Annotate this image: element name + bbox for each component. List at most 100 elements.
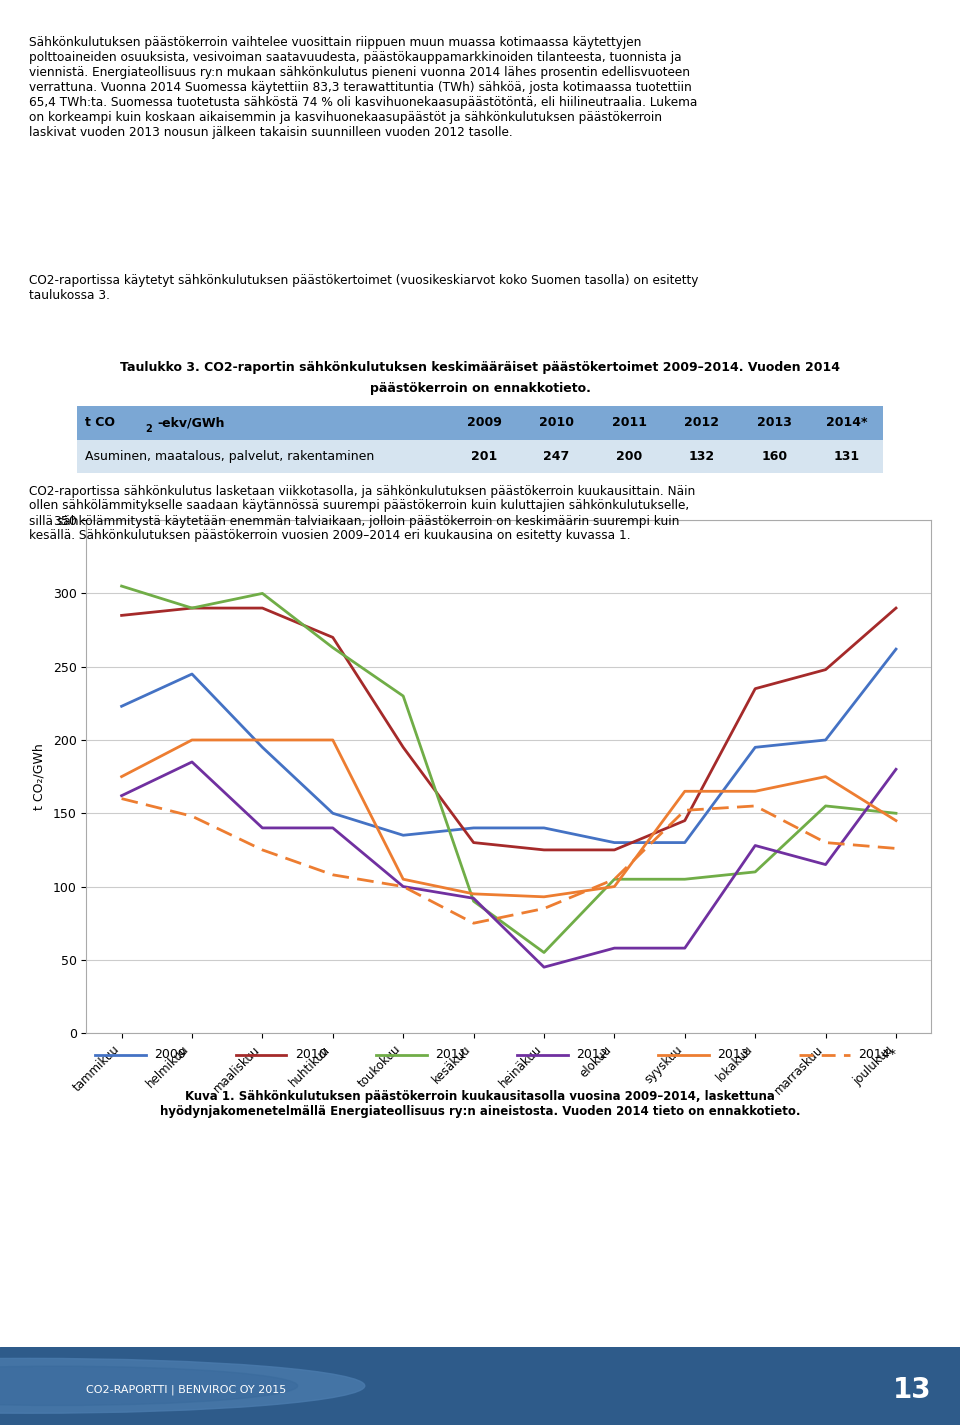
2011 [890, 805, 901, 822]
Line: 2010: 2010 [122, 608, 896, 849]
2014* [186, 808, 198, 825]
2014* [468, 915, 479, 932]
Text: t CO: t CO [84, 416, 115, 429]
2012 [750, 836, 761, 854]
Text: 131: 131 [834, 450, 860, 463]
2014* [116, 789, 128, 807]
2014* [397, 878, 409, 895]
2013 [468, 885, 479, 902]
Circle shape [0, 1358, 365, 1414]
2012 [820, 856, 831, 874]
2011 [609, 871, 620, 888]
2009 [609, 834, 620, 851]
2009 [186, 665, 198, 683]
Text: 2011: 2011 [436, 1047, 468, 1062]
2011 [256, 584, 268, 601]
2009 [539, 819, 550, 836]
2010 [679, 812, 690, 829]
Circle shape [0, 1367, 298, 1405]
2010 [468, 834, 479, 851]
2012 [609, 939, 620, 956]
Line: 2012: 2012 [122, 762, 896, 968]
2011 [539, 943, 550, 960]
Text: Kuva 1. Sähkönkulutuksen päästökerroin kuukausitasolla vuosina 2009–2014, lasket: Kuva 1. Sähkönkulutuksen päästökerroin k… [159, 1090, 801, 1119]
2013 [609, 878, 620, 895]
Text: 132: 132 [688, 450, 715, 463]
Text: Sähkönkulutuksen päästökerroin vaihtelee vuosittain riippuen muun muassa kotimaa: Sähkönkulutuksen päästökerroin vaihtelee… [29, 36, 697, 138]
Text: 2014*: 2014* [827, 416, 868, 429]
2011 [820, 798, 831, 815]
2012 [116, 787, 128, 804]
Line: 2009: 2009 [122, 650, 896, 842]
Text: 201: 201 [471, 450, 497, 463]
Text: 2010: 2010 [295, 1047, 326, 1062]
2009 [397, 826, 409, 844]
2013 [327, 731, 339, 748]
2014* [750, 798, 761, 815]
2010 [397, 738, 409, 755]
2010 [820, 661, 831, 678]
Text: 2012: 2012 [576, 1047, 608, 1062]
Text: 2011: 2011 [612, 416, 647, 429]
Text: 2014*: 2014* [858, 1047, 896, 1062]
2010 [256, 600, 268, 617]
2010 [116, 607, 128, 624]
Line: 2014*: 2014* [122, 798, 896, 923]
2010 [890, 600, 901, 617]
Text: 2010: 2010 [540, 416, 574, 429]
Text: 2009: 2009 [467, 416, 501, 429]
Text: 2012: 2012 [684, 416, 719, 429]
2009 [750, 738, 761, 755]
2009 [256, 738, 268, 755]
Text: 160: 160 [761, 450, 787, 463]
2013 [750, 782, 761, 799]
Text: 200: 200 [616, 450, 642, 463]
Text: CO2-raportissa sähkönkulutus lasketaan viikkotasolla, ja sähkönkulutuksen päästö: CO2-raportissa sähkönkulutus lasketaan v… [29, 485, 695, 543]
2011 [116, 577, 128, 594]
Y-axis label: t CO₂/GWh: t CO₂/GWh [33, 744, 46, 809]
Text: Taulukko 3. CO2-raportin sähkönkulutuksen keskimääräiset päästökertoimet 2009–20: Taulukko 3. CO2-raportin sähkönkulutukse… [120, 361, 840, 373]
2012 [468, 889, 479, 906]
Text: Asuminen, maatalous, palvelut, rakentaminen: Asuminen, maatalous, palvelut, rakentami… [84, 450, 374, 463]
2014* [256, 841, 268, 858]
2011 [186, 600, 198, 617]
Text: 13: 13 [893, 1375, 931, 1404]
2010 [186, 600, 198, 617]
2012 [539, 959, 550, 976]
Text: -ekv/GWh: -ekv/GWh [157, 416, 225, 429]
2009 [820, 731, 831, 748]
2011 [397, 687, 409, 704]
2013 [256, 731, 268, 748]
Line: 2013: 2013 [122, 740, 896, 896]
2014* [327, 866, 339, 884]
2013 [679, 782, 690, 799]
2009 [468, 819, 479, 836]
Text: 2013: 2013 [756, 416, 792, 429]
2010 [609, 841, 620, 858]
2013 [890, 812, 901, 829]
Text: 2009: 2009 [154, 1047, 185, 1062]
2014* [820, 834, 831, 851]
2012 [679, 939, 690, 956]
2010 [750, 680, 761, 697]
Text: CO2-RAPORTTI | BENVIROC OY 2015: CO2-RAPORTTI | BENVIROC OY 2015 [86, 1385, 287, 1395]
Text: 2: 2 [145, 423, 152, 433]
2010 [539, 841, 550, 858]
2012 [397, 878, 409, 895]
2013 [820, 768, 831, 785]
2014* [539, 901, 550, 918]
2009 [679, 834, 690, 851]
2014* [679, 802, 690, 819]
Text: CO2-raportissa käytetyt sähkönkulutuksen päästökertoimet (vuosikeskiarvot koko S: CO2-raportissa käytetyt sähkönkulutuksen… [29, 274, 698, 302]
Line: 2011: 2011 [122, 586, 896, 952]
2011 [679, 871, 690, 888]
2011 [468, 892, 479, 909]
2011 [327, 638, 339, 656]
2012 [327, 819, 339, 836]
Text: 247: 247 [543, 450, 569, 463]
2012 [256, 819, 268, 836]
2013 [539, 888, 550, 905]
Text: päästökerroin on ennakkotieto.: päästökerroin on ennakkotieto. [370, 382, 590, 395]
2013 [397, 871, 409, 888]
2010 [327, 628, 339, 646]
